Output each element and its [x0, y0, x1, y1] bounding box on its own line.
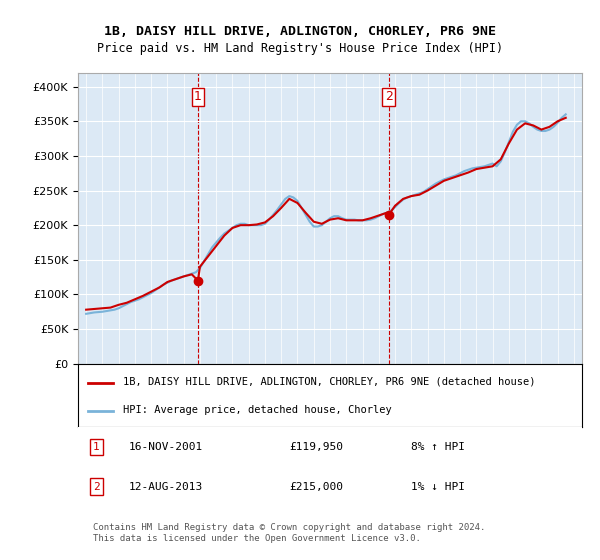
Text: 2: 2 — [93, 482, 100, 492]
Text: 12-AUG-2013: 12-AUG-2013 — [128, 482, 203, 492]
Text: 16-NOV-2001: 16-NOV-2001 — [128, 442, 203, 452]
Text: 1% ↓ HPI: 1% ↓ HPI — [410, 482, 464, 492]
Text: 1B, DAISY HILL DRIVE, ADLINGTON, CHORLEY, PR6 9NE: 1B, DAISY HILL DRIVE, ADLINGTON, CHORLEY… — [104, 25, 496, 38]
Text: 8% ↑ HPI: 8% ↑ HPI — [410, 442, 464, 452]
Text: HPI: Average price, detached house, Chorley: HPI: Average price, detached house, Chor… — [124, 405, 392, 415]
Text: £215,000: £215,000 — [290, 482, 344, 492]
Text: 2: 2 — [385, 90, 393, 103]
Text: 1: 1 — [194, 90, 202, 103]
Text: 1: 1 — [93, 442, 100, 452]
Text: 1B, DAISY HILL DRIVE, ADLINGTON, CHORLEY, PR6 9NE (detached house): 1B, DAISY HILL DRIVE, ADLINGTON, CHORLEY… — [124, 376, 536, 386]
Text: £119,950: £119,950 — [290, 442, 344, 452]
Text: Price paid vs. HM Land Registry's House Price Index (HPI): Price paid vs. HM Land Registry's House … — [97, 42, 503, 55]
Text: Contains HM Land Registry data © Crown copyright and database right 2024.
This d: Contains HM Land Registry data © Crown c… — [93, 524, 485, 543]
